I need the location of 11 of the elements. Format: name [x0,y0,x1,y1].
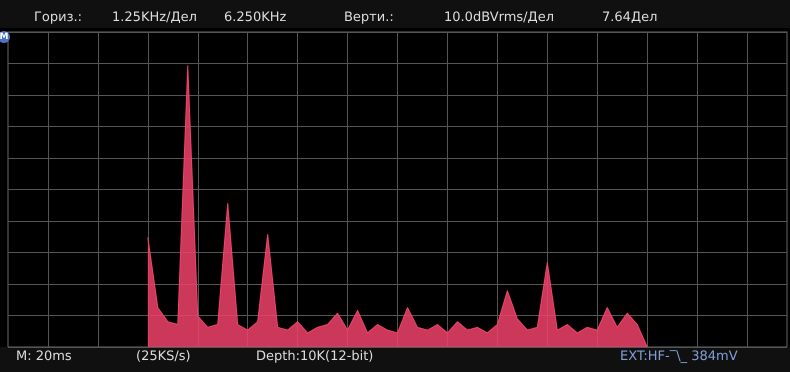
text: EXT:HF-‾\_ 384mV [620,349,738,364]
text: 6.250KHz [224,10,287,25]
text: Depth:10K(12-bit) [256,349,374,364]
text: M: 20ms [16,349,72,364]
text: (25KS/s) [136,349,191,364]
text: M [0,32,9,42]
text: 10.0dBVrms/Дел [444,10,554,25]
text: 1.25KHz/Дел [112,10,197,25]
text: Верти.: [344,10,394,25]
text: 7.64Дел [602,10,658,25]
text: Гориз.: [34,10,82,25]
